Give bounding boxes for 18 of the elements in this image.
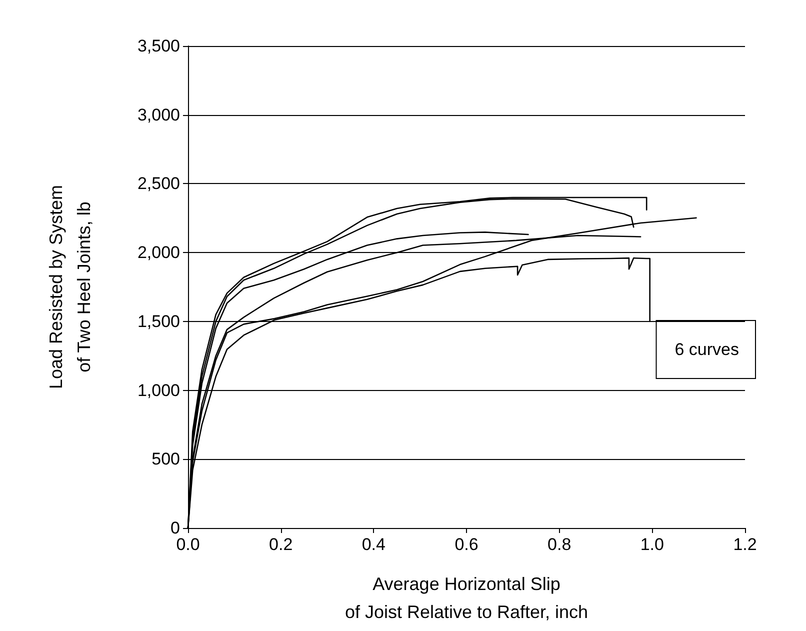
x-tick-label: 0.6 (454, 535, 478, 554)
y-tick-label: 1,000 (137, 380, 180, 400)
x-tick-label: 1.0 (640, 535, 664, 554)
y-tick-label: 3,500 (137, 36, 180, 56)
y-tick-label: 3,000 (137, 105, 180, 124)
y-axis-title: Load Resisted by System of Two Heel Joints, lb (46, 184, 94, 390)
y-tick-label: 0 (170, 518, 180, 538)
x-tick-label: 0.4 (362, 535, 386, 554)
y-tick-label: 2,000 (137, 243, 180, 262)
y-tick-label: 2,500 (137, 174, 180, 194)
x-tick-label: 1.2 (733, 535, 757, 554)
x-tick-label: 0.8 (548, 535, 572, 554)
annotation: 6 curves (674, 340, 739, 359)
y-tick-label: 1,500 (137, 312, 180, 331)
x-tick-label: 0.2 (269, 535, 293, 554)
y-tick-label: 500 (152, 450, 180, 469)
x-tick-label: 0.0 (176, 535, 200, 554)
x-axis-title: Average Horizontal Slip of Joist Relative to Rafter, inch (344, 574, 588, 622)
